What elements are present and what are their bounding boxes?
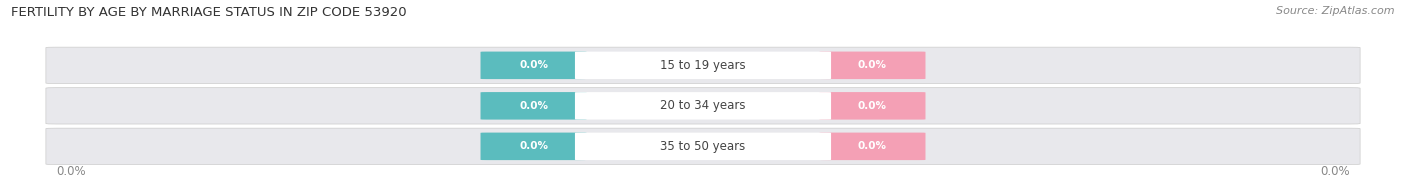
FancyBboxPatch shape [820,92,925,120]
Text: 20 to 34 years: 20 to 34 years [661,99,745,112]
Text: 35 to 50 years: 35 to 50 years [661,140,745,153]
Text: 0.0%: 0.0% [858,101,887,111]
FancyBboxPatch shape [820,52,925,79]
FancyBboxPatch shape [46,128,1360,164]
Text: 0.0%: 0.0% [519,101,548,111]
FancyBboxPatch shape [481,92,586,120]
Text: 0.0%: 0.0% [56,165,86,178]
FancyBboxPatch shape [481,52,586,79]
Text: 0.0%: 0.0% [1320,165,1350,178]
Text: 0.0%: 0.0% [519,60,548,70]
Text: 0.0%: 0.0% [858,141,887,151]
FancyBboxPatch shape [481,132,586,160]
FancyBboxPatch shape [820,132,925,160]
FancyBboxPatch shape [575,133,831,160]
FancyBboxPatch shape [46,88,1360,124]
Text: 0.0%: 0.0% [858,60,887,70]
Text: 0.0%: 0.0% [519,141,548,151]
Text: Source: ZipAtlas.com: Source: ZipAtlas.com [1277,6,1395,16]
FancyBboxPatch shape [46,47,1360,83]
Text: FERTILITY BY AGE BY MARRIAGE STATUS IN ZIP CODE 53920: FERTILITY BY AGE BY MARRIAGE STATUS IN Z… [11,6,406,19]
Text: 15 to 19 years: 15 to 19 years [661,59,745,72]
FancyBboxPatch shape [575,92,831,120]
FancyBboxPatch shape [575,52,831,79]
